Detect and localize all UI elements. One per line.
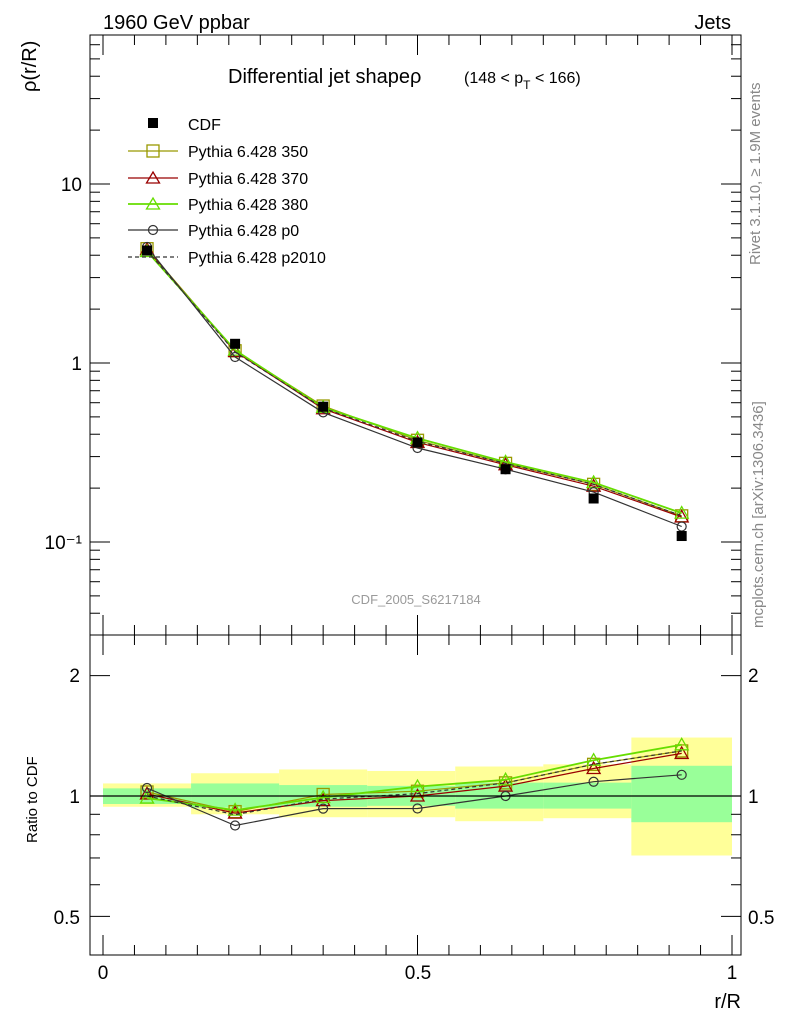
ratio-y-tick-label-1: 1: [69, 787, 80, 808]
cdf-point-1: [230, 338, 241, 349]
legend-label-370: Pythia 6.428 370: [188, 171, 308, 188]
ratio-point-380-5: [586, 752, 602, 766]
point-370-5: [586, 478, 602, 492]
legend-marker-p0: [147, 224, 159, 236]
axis-ticks: [90, 35, 741, 955]
ratio-y-tick-label-right-2: 2: [748, 666, 759, 687]
ratio-point-380-3: [409, 778, 426, 793]
series-line-380: [146, 250, 682, 514]
cdf-point-3: [412, 437, 423, 448]
ratio-point-370-1: [227, 805, 243, 819]
rivet-label: Rivet 3.1.10, ≥ 1.9M events: [747, 83, 764, 266]
ratio-point-370-3: [409, 788, 426, 802]
x-axis-label: r/R: [714, 991, 741, 1013]
ratio-point-p0-5: [588, 776, 599, 787]
ratio-point-p0-6: [676, 769, 687, 780]
ratio-line-p2010: [146, 750, 682, 816]
series-line-p0: [146, 246, 682, 528]
x-tick-label-1: 1: [727, 963, 738, 984]
legend-label-p2010: Pythia 6.428 p2010: [188, 250, 326, 267]
ratio-plot-frame: [89, 634, 742, 956]
point-380-6: [674, 505, 690, 519]
ratio-point-p0-1: [229, 820, 241, 831]
legend-label-350: Pythia 6.428 350: [188, 144, 308, 161]
chart-title: Differential jet shapeρ: [228, 66, 421, 88]
ratio-point-380-0: [139, 790, 155, 804]
ratio-line-p0: [146, 774, 682, 827]
ratio-y-tick-label-right-1: 1: [748, 787, 759, 808]
legend-label-cdf: CDF: [188, 117, 221, 134]
ratio-point-380-6: [674, 737, 690, 751]
series-line-p2010: [146, 250, 682, 517]
cdf-point-2: [318, 401, 329, 412]
ratio-point-370-6: [674, 745, 690, 760]
analysis-watermark: CDF_2005_S6217184: [351, 592, 480, 607]
mcplots-label: mcplots.cern.ch [arXiv:1306.3436]: [750, 401, 767, 628]
ratio-y-tick-label-right-0.5: 0.5: [748, 908, 774, 929]
ratio-point-380-1: [227, 802, 243, 816]
ratio-y-axis-label: Ratio to CDF: [24, 756, 41, 843]
y-tick-label-1: 1: [71, 354, 82, 375]
ratio-point-p0-2: [318, 803, 329, 814]
point-380-1: [227, 342, 243, 356]
header-left: 1960 GeV ppbar: [103, 12, 250, 34]
ratio-y-tick-label-0.5: 0.5: [54, 908, 80, 929]
ratio-point-370-5: [586, 760, 602, 775]
legend-label-380: Pythia 6.428 380: [188, 197, 308, 214]
main-series-layer: [139, 241, 690, 542]
ratio-point-p0-0: [141, 782, 153, 794]
cdf-point-0: [142, 245, 153, 256]
legend-marker-350: [146, 144, 160, 158]
legend: CDF Pythia 6.428 350 Pythia 6.428 370 Py…: [128, 117, 326, 267]
chart-title-range: (148 < pT < 166): [464, 70, 581, 92]
header-right: Jets: [694, 12, 731, 34]
ratio-band-inner-6: [631, 765, 732, 823]
x-tick-label-0.5: 0.5: [405, 963, 431, 984]
series-line-350: [146, 248, 682, 517]
series-line-370: [146, 249, 682, 518]
cdf-point-5: [588, 493, 599, 504]
y-axis-label: ρ(r/R): [19, 41, 41, 92]
ratio-point-380-4: [497, 771, 514, 786]
legend-marker-380: [145, 196, 161, 210]
y-tick-label-10: 10: [61, 175, 82, 196]
cdf-point-4: [500, 464, 511, 475]
legend-marker-370: [145, 170, 161, 184]
ratio-y-tick-label-2: 2: [69, 666, 80, 687]
ratio-line-380: [146, 743, 682, 812]
ratio-point-380-2: [315, 789, 331, 804]
x-tick-label-0: 0: [98, 963, 109, 984]
y-tick-label-0.1: 10⁻¹: [45, 533, 83, 554]
ratio-point-p0-3: [412, 803, 423, 814]
legend-marker-cdf: [148, 118, 158, 128]
cdf-point-6: [676, 531, 687, 542]
legend-label-p0: Pythia 6.428 p0: [188, 223, 299, 240]
